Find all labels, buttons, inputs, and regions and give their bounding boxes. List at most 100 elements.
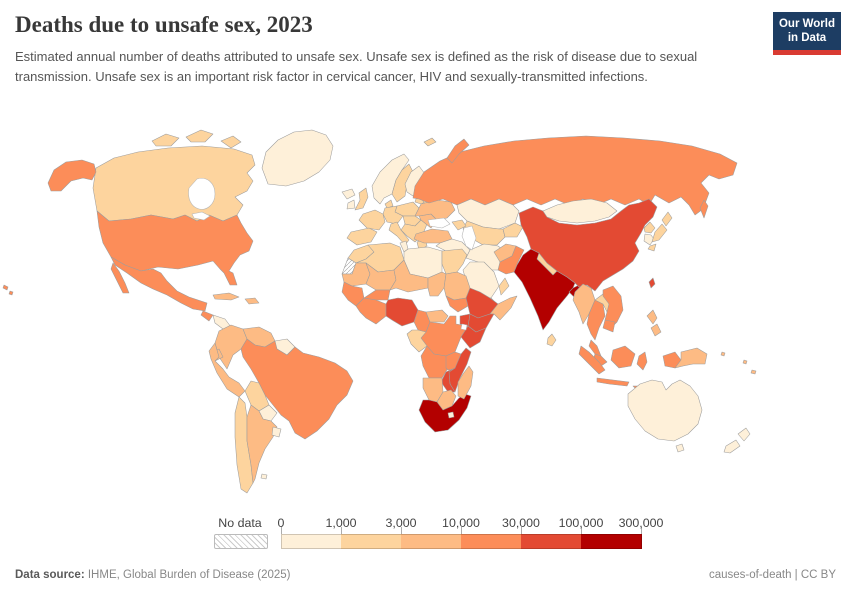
map-region-greenland[interactable] <box>261 129 334 187</box>
map-region-brazil[interactable] <box>240 338 354 440</box>
legend-bin-swatch[interactable] <box>461 534 522 549</box>
lake-caspian-sea <box>461 225 477 251</box>
map-region-ivorycoast-ghana[interactable] <box>355 297 387 325</box>
legend-edge-label: 0 <box>277 516 285 530</box>
map-region-new-caledonia[interactable] <box>742 359 748 365</box>
map-region-indonesia-sumatra[interactable] <box>578 345 606 375</box>
lake-victoria <box>460 323 468 331</box>
lake-hudson-bay <box>188 178 216 210</box>
map-region-uruguay[interactable] <box>271 426 282 438</box>
map-region-oman[interactable] <box>498 277 510 296</box>
map-region-uk[interactable] <box>354 187 369 211</box>
legend-edge-label: 30,000 <box>502 516 540 530</box>
legend-tick <box>341 527 342 534</box>
map-region-russia-novaya-zemlya[interactable] <box>446 138 470 164</box>
map-region-madagascar[interactable] <box>457 365 474 400</box>
map-region-italy[interactable] <box>388 221 410 246</box>
map-region-caucasus[interactable] <box>451 219 467 231</box>
map-region-iceland[interactable] <box>341 188 356 200</box>
legend-bin-swatch[interactable] <box>341 534 402 549</box>
no-data-swatch[interactable] <box>214 534 268 549</box>
map-region-indonesia-sulawesi[interactable] <box>636 351 648 371</box>
map-region-france[interactable] <box>358 209 386 231</box>
map-region-car[interactable] <box>425 309 449 323</box>
map-region-sudan[interactable] <box>443 271 471 301</box>
map-regions <box>2 129 757 494</box>
legend-tick <box>581 527 582 534</box>
map-region-argentina[interactable] <box>246 404 278 484</box>
map-region-canada[interactable] <box>185 129 214 143</box>
map-region-iberia[interactable] <box>346 227 378 246</box>
legend-bin-swatch[interactable] <box>401 534 462 549</box>
map-region-mexico[interactable] <box>110 256 208 312</box>
map-region-falklands[interactable] <box>260 473 268 480</box>
map-region-taiwan[interactable] <box>648 277 656 289</box>
map-region-usa-alaska[interactable] <box>47 159 97 192</box>
map-region-tanzania[interactable] <box>460 325 487 349</box>
map-region-kyrgyz-tajik[interactable] <box>502 222 524 238</box>
map-region-indonesia-borneo[interactable] <box>610 345 636 369</box>
map-region-png[interactable] <box>674 347 708 369</box>
map-region-kazakhstan[interactable] <box>456 198 520 230</box>
map-region-philippines[interactable] <box>646 309 658 325</box>
map-region-japan[interactable] <box>651 223 668 243</box>
map-region-philippines[interactable] <box>650 323 662 337</box>
map-region-canada[interactable] <box>151 133 180 147</box>
map-region-ireland[interactable] <box>346 199 356 210</box>
map-region-north-korea[interactable] <box>643 221 656 234</box>
map-region-uganda[interactable] <box>459 313 471 327</box>
legend-edge-label: 3,000 <box>385 516 417 530</box>
legend-bin-swatch[interactable] <box>581 534 642 549</box>
legend-tick <box>521 527 522 534</box>
legend-tick <box>641 527 642 534</box>
map-region-germany[interactable] <box>382 205 404 225</box>
map-region-lesotho[interactable] <box>447 411 455 419</box>
map-region-nigeria[interactable] <box>385 297 419 327</box>
map-region-cuba[interactable] <box>212 292 240 301</box>
map-region-usa-hawaii[interactable] <box>8 290 14 296</box>
owid-logo-line1: Our World <box>778 18 835 30</box>
legend-edge-label: 10,000 <box>442 516 480 530</box>
map-region-egypt[interactable] <box>441 248 468 275</box>
map-region-new-zealand[interactable] <box>737 427 751 442</box>
legend-edge-label: 100,000 <box>558 516 604 530</box>
map-region-canada[interactable] <box>220 135 242 149</box>
map-region-indonesia-java[interactable] <box>596 377 630 387</box>
map-region-pakistan[interactable] <box>497 245 525 275</box>
map-region-australia[interactable] <box>627 379 703 442</box>
legend-tick <box>281 527 282 534</box>
map-region-hispaniola[interactable] <box>244 297 260 305</box>
map-region-denmark[interactable] <box>384 199 394 209</box>
map-region-china[interactable] <box>518 198 658 292</box>
map-region-south-africa[interactable] <box>418 393 472 433</box>
map-region-australia-tasmania[interactable] <box>675 443 685 453</box>
map-region-srilanka[interactable] <box>546 333 557 347</box>
map-region-mexico-baja[interactable] <box>110 262 130 294</box>
no-data-label: No data <box>218 516 262 530</box>
legend-bin-swatch[interactable] <box>281 534 343 549</box>
data-source-value: IHME, Global Burden of Disease (2025) <box>84 569 291 581</box>
map-region-norway[interactable] <box>371 153 410 205</box>
map-region-india[interactable] <box>513 248 576 331</box>
map-region-mongolia[interactable] <box>542 198 618 224</box>
map-region-new-zealand[interactable] <box>723 439 741 454</box>
map-region-chile[interactable] <box>234 396 254 494</box>
map-region-fiji[interactable] <box>750 369 757 375</box>
data-source-note: Data source: IHME, Global Burden of Dise… <box>15 569 291 581</box>
map-region-cambodia[interactable] <box>602 319 616 333</box>
map-region-canada[interactable] <box>92 145 256 222</box>
owid-logo: Our World in Data <box>773 12 841 55</box>
map-region-japan[interactable] <box>661 211 673 227</box>
map-region-usa-hawaii[interactable] <box>2 284 9 291</box>
legend-edge-label: 1,000 <box>325 516 357 530</box>
map-region-svalbard[interactable] <box>423 137 437 147</box>
map-region-solomons[interactable] <box>720 351 726 357</box>
map-region-russia-sakhalin[interactable] <box>699 199 709 219</box>
map-region-guatemala[interactable] <box>200 310 214 322</box>
license-note: causes-of-death | CC BY <box>709 569 836 581</box>
legend-bin-swatch[interactable] <box>521 534 582 549</box>
map-region-japan[interactable] <box>647 243 657 252</box>
